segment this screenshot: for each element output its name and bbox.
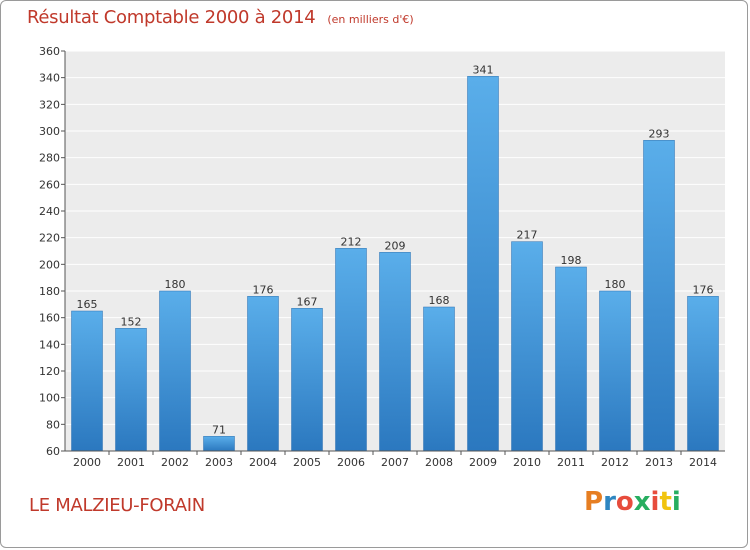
x-tick-label: 2010 (513, 456, 541, 469)
bar-2003 (203, 436, 235, 452)
bar-2012 (599, 290, 631, 452)
y-tick-label: 260 (39, 178, 60, 191)
bar-value-label: 71 (212, 423, 226, 436)
x-tick-label: 2001 (117, 456, 145, 469)
bar-2011 (555, 266, 587, 452)
bar-value-label: 180 (605, 278, 626, 291)
y-tick-label: 240 (39, 205, 60, 218)
y-tick-label: 120 (39, 365, 60, 378)
commune-name: LE MALZIEU-FORAIN (29, 495, 205, 516)
bar-2009 (467, 76, 499, 452)
y-tick-label: 160 (39, 312, 60, 325)
x-tick-label: 2000 (73, 456, 101, 469)
bar-2005 (291, 308, 323, 452)
logo-letter: x (633, 487, 651, 517)
x-tick-label: 2002 (161, 456, 189, 469)
bar-2002 (159, 290, 191, 452)
proxiti-logo: Proxiti (584, 487, 681, 517)
bar-2008 (423, 306, 455, 452)
logo-letter: i (671, 487, 681, 517)
y-tick-label: 220 (39, 232, 60, 245)
bar-value-label: 217 (517, 229, 538, 242)
bar-value-label: 176 (693, 283, 714, 296)
x-tick-label: 2005 (293, 456, 321, 469)
bar-value-label: 167 (297, 295, 318, 308)
bar-2007 (379, 252, 411, 452)
chart-subtitle: (en milliers d'€) (327, 13, 414, 26)
y-tick-label: 140 (39, 338, 60, 351)
y-tick-label: 100 (39, 392, 60, 405)
y-tick-label: 360 (39, 45, 60, 58)
y-tick-label: 60 (46, 445, 60, 458)
bar-value-label: 152 (121, 315, 142, 328)
bar-value-label: 165 (77, 298, 98, 311)
y-tick-label: 280 (39, 152, 60, 165)
x-tick-label: 2004 (249, 456, 277, 469)
bar-2001 (115, 328, 147, 452)
logo-letter: i (650, 487, 660, 517)
title-row: Résultat Comptable 2000 à 2014 (en milli… (27, 7, 414, 28)
bar-2006 (335, 248, 367, 452)
y-tick-label: 80 (46, 418, 60, 431)
x-tick-label: 2013 (645, 456, 673, 469)
bar-value-label: 180 (165, 278, 186, 291)
x-tick-label: 2003 (205, 456, 233, 469)
bar-value-label: 212 (341, 235, 362, 248)
bar-2014 (687, 296, 719, 452)
y-axis-ticks: 60 80 100 120 140 160 180 200 220 240 260 280 300 320… (39, 45, 65, 458)
bar-2000 (71, 310, 103, 452)
bar-value-label: 198 (561, 254, 582, 267)
bar-2010 (511, 241, 543, 452)
x-tick-label: 2009 (469, 456, 497, 469)
y-tick-label: 200 (39, 258, 60, 271)
x-tick-label: 2014 (689, 456, 717, 469)
y-tick-label: 320 (39, 98, 60, 111)
y-tick-label: 180 (39, 285, 60, 298)
logo-letter: t (659, 487, 672, 517)
bar-value-label: 168 (429, 294, 450, 307)
bar-value-label: 209 (385, 239, 406, 252)
bar-value-label: 293 (649, 127, 670, 140)
bars (71, 76, 719, 452)
y-tick-label: 300 (39, 125, 60, 138)
logo-letter: r (603, 487, 616, 517)
bar-2004 (247, 296, 279, 452)
logo-letter: P (584, 487, 604, 517)
data-labels: 165 152 180 71 176 167 212 209 168 341 217 198 180 29… (77, 63, 714, 436)
x-tick-label: 2011 (557, 456, 585, 469)
logo-letter: o (615, 487, 634, 517)
chart-title: Résultat Comptable 2000 à 2014 (27, 7, 316, 28)
x-tick-label: 2006 (337, 456, 365, 469)
y-tick-label: 340 (39, 72, 60, 85)
x-tick-label: 2007 (381, 456, 409, 469)
x-tick-label: 2012 (601, 456, 629, 469)
bar-value-label: 341 (473, 63, 494, 76)
bar-value-label: 176 (253, 283, 274, 296)
x-tick-label: 2008 (425, 456, 453, 469)
bar-2013 (643, 140, 675, 452)
x-axis-ticks: 2000 2001 2002 2003 2004 2005 2006 2007 2008 2009… (73, 451, 717, 469)
